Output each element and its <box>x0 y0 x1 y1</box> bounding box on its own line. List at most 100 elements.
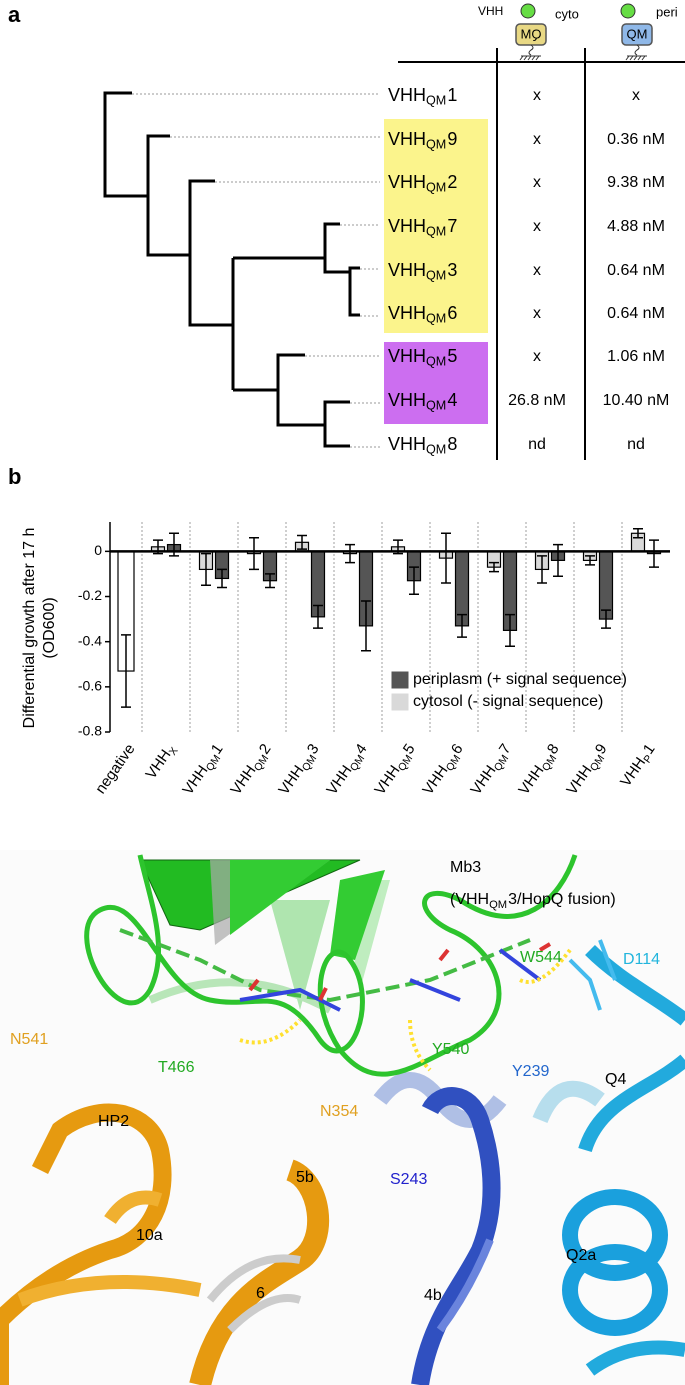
table-cell: 1.06 nM <box>607 348 665 365</box>
label: VHHQM5 <box>371 741 420 800</box>
label: VHHX <box>142 741 180 784</box>
label: VHHQM7 <box>467 741 516 800</box>
error-bar <box>345 543 355 564</box>
highlight-magenta <box>384 342 488 424</box>
label-subscript: QM <box>426 138 446 152</box>
label: VHHQM9 <box>388 129 457 152</box>
structure-label: Q4 <box>605 1071 626 1088</box>
label: VHHQM6 <box>388 303 457 326</box>
label-base: VHH <box>388 85 426 105</box>
label: VHHQM7 <box>388 216 457 239</box>
label-subscript: QM <box>489 899 507 911</box>
label-number: 3 <box>447 260 457 280</box>
error-bar <box>585 555 595 566</box>
label-base: VHH <box>388 390 426 410</box>
structure-image <box>0 850 685 1385</box>
structure-label: 5b <box>296 1169 314 1186</box>
label-base: negative <box>92 741 138 797</box>
structure-label: Y540 <box>432 1041 469 1058</box>
label-number: 9 <box>447 129 457 149</box>
table-cell: 0.64 nM <box>607 262 665 279</box>
label-subscript: QM <box>426 181 446 195</box>
label: VHHQM8 <box>388 434 457 457</box>
structure-label: HP2 <box>98 1113 129 1130</box>
table-cell: 4.88 nM <box>607 218 665 235</box>
label: negative <box>92 741 138 797</box>
error-bar <box>201 552 211 586</box>
table-cell: 0.36 nM <box>607 131 665 148</box>
label: VHHQM2 <box>388 172 457 195</box>
icon-label: VHH <box>478 4 503 18</box>
table-cell: x <box>533 218 541 235</box>
label-base: VHH <box>388 216 426 236</box>
label-subscript: QM <box>426 399 446 413</box>
label-number: 4 <box>447 390 457 410</box>
label-number: 3/HopQ fusion) <box>508 891 616 908</box>
table-cell: x <box>533 348 541 365</box>
label-number: 6 <box>447 303 457 323</box>
legend-swatch <box>391 693 409 711</box>
y-tick-label: -0.8 <box>78 723 102 739</box>
structure-label: N354 <box>320 1103 358 1120</box>
error-bar <box>249 537 259 571</box>
panel-letter: a <box>8 2 21 27</box>
table-cell: 0.64 nM <box>607 305 665 322</box>
label-base: VHH <box>388 260 426 280</box>
label-base: VHH <box>388 434 426 454</box>
table-cell: x <box>533 305 541 322</box>
error-bar <box>505 613 515 647</box>
y-tick-label: -0.4 <box>78 632 102 648</box>
structure-label: Q2a <box>566 1247 596 1264</box>
structure-label: 6 <box>256 1285 265 1302</box>
error-bar <box>217 568 227 589</box>
error-bar <box>457 613 467 638</box>
label: (VHHQM3/HopQ fusion) <box>450 891 616 911</box>
dendrogram <box>103 91 380 448</box>
label-subscript: QM <box>426 443 446 457</box>
label: VHHQM1 <box>179 741 228 800</box>
label-subscript: QM <box>426 312 446 326</box>
table-cell: x <box>533 174 541 191</box>
error-bar <box>409 566 419 596</box>
bar <box>598 550 614 620</box>
label-subscript: QM <box>426 94 446 108</box>
header-icons <box>515 3 653 61</box>
label-number: 8 <box>447 434 457 454</box>
structure-label: T466 <box>158 1059 195 1076</box>
structure-label: 4b <box>424 1287 442 1304</box>
label-base: VHH <box>388 172 426 192</box>
table-cell: x <box>533 131 541 148</box>
error-bar <box>297 534 307 550</box>
label: VHHQM2 <box>227 741 276 800</box>
error-bar <box>537 555 547 584</box>
table-frame <box>398 48 685 460</box>
label-subscript: QM <box>426 355 446 369</box>
highlight-yellow <box>384 119 488 333</box>
label-number: 2 <box>447 172 457 192</box>
table-cell: x <box>533 87 541 104</box>
legend-label: periplasm (+ signal sequence) <box>413 671 627 688</box>
label-number: 5 <box>447 346 457 366</box>
y-tick-label: -0.2 <box>78 587 102 603</box>
icon-label: QM <box>521 26 542 41</box>
error-bar <box>649 539 659 568</box>
error-bar <box>265 573 275 589</box>
label: VHHQM3 <box>275 741 324 800</box>
error-bar <box>313 604 323 629</box>
structure-label: W544 <box>520 949 562 966</box>
error-bar <box>553 543 563 577</box>
table-cell: 10.40 nM <box>603 392 670 409</box>
label: VHHQM3 <box>388 260 457 283</box>
label-base: VHH <box>388 346 426 366</box>
structure-label: D114 <box>623 951 660 968</box>
label-base: VHH <box>388 303 426 323</box>
table-cell: 26.8 nM <box>508 392 566 409</box>
structure-label: 10a <box>136 1227 163 1244</box>
table-cell: 9.38 nM <box>607 174 665 191</box>
label-number: 1 <box>447 85 457 105</box>
icon-label: QM <box>627 26 648 41</box>
label-number: 7 <box>447 216 457 236</box>
error-bar <box>633 528 643 539</box>
label-subscript: QM <box>426 225 446 239</box>
y-axis-label: Differential growth after 17 h <box>21 528 38 729</box>
